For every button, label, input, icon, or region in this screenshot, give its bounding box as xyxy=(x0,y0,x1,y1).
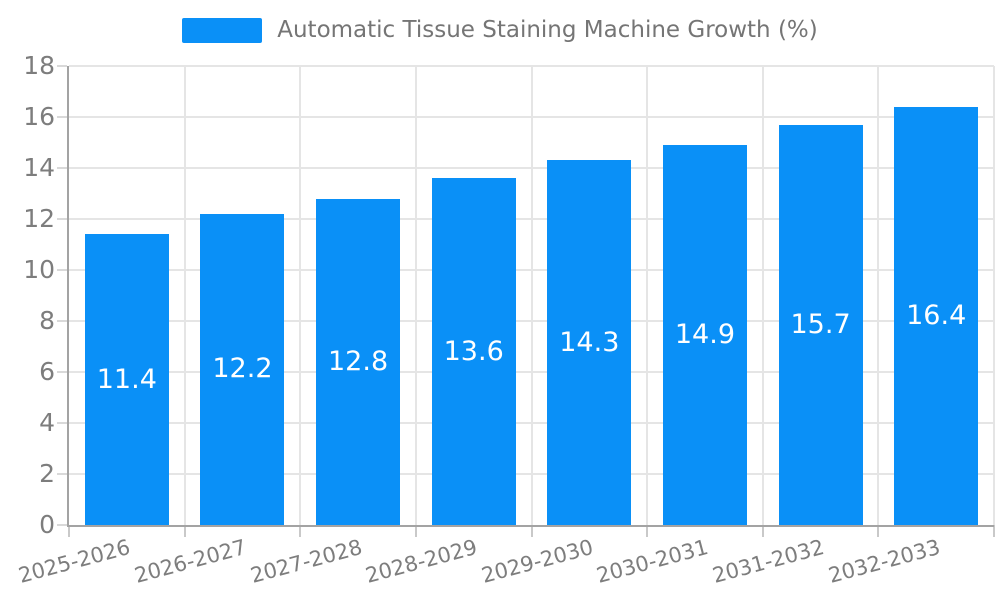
x-axis-tick xyxy=(414,525,417,537)
y-axis-tick-label: 4 xyxy=(39,408,55,437)
y-axis-tick xyxy=(57,218,67,220)
y-axis-tick-label: 18 xyxy=(23,51,55,80)
legend-item[interactable]: Automatic Tissue Staining Machine Growth… xyxy=(0,17,1000,43)
x-gridline xyxy=(530,66,533,525)
x-axis-category-label: 2026-2027 xyxy=(131,535,249,588)
x-gridline xyxy=(761,66,764,525)
bar[interactable] xyxy=(778,124,863,525)
x-axis-tick xyxy=(877,525,880,537)
y-axis-tick xyxy=(57,320,67,322)
y-axis-tick-label: 16 xyxy=(23,102,55,131)
x-gridline xyxy=(646,66,649,525)
x-axis-tick xyxy=(530,525,533,537)
y-axis-tick xyxy=(57,422,67,424)
bar[interactable] xyxy=(894,106,979,525)
bar[interactable] xyxy=(200,213,285,525)
bar[interactable] xyxy=(662,145,747,525)
x-axis-tick xyxy=(183,525,186,537)
bar[interactable] xyxy=(547,160,632,525)
x-gridline xyxy=(299,66,302,525)
x-axis-category-label: 2030-2031 xyxy=(594,535,712,588)
x-gridline xyxy=(414,66,417,525)
x-gridline xyxy=(877,66,880,525)
y-axis-tick-label: 12 xyxy=(23,204,55,233)
y-axis-tick xyxy=(57,473,67,475)
y-axis-tick xyxy=(57,371,67,373)
y-axis-tick xyxy=(57,116,67,118)
x-axis-tick xyxy=(646,525,649,537)
y-axis-tick-label: 0 xyxy=(39,510,55,539)
y-axis-tick-label: 14 xyxy=(23,153,55,182)
x-gridline xyxy=(183,66,186,525)
x-axis-tick xyxy=(761,525,764,537)
x-axis-category-label: 2029-2030 xyxy=(478,535,596,588)
y-axis-tick xyxy=(57,524,67,526)
x-axis-tick xyxy=(299,525,302,537)
bar[interactable] xyxy=(431,178,516,525)
y-axis-line xyxy=(67,66,69,525)
legend-swatch xyxy=(182,17,263,43)
x-axis-tick xyxy=(68,525,70,537)
legend-label: Automatic Tissue Staining Machine Growth… xyxy=(277,17,818,43)
y-axis-tick-label: 10 xyxy=(23,255,55,284)
x-gridline xyxy=(993,66,995,525)
bar[interactable] xyxy=(316,198,401,525)
x-axis-category-label: 2032-2033 xyxy=(825,535,943,588)
y-axis-tick-label: 2 xyxy=(39,459,55,488)
x-axis-category-label: 2028-2029 xyxy=(363,535,480,588)
x-axis-tick xyxy=(993,525,995,537)
bar[interactable] xyxy=(84,234,169,525)
y-axis-tick xyxy=(57,167,67,169)
y-axis-tick-label: 8 xyxy=(39,306,55,335)
y-axis-tick xyxy=(57,65,67,67)
x-axis-line xyxy=(67,525,994,527)
x-axis-category-label: 2027-2028 xyxy=(247,535,365,588)
y-axis-tick xyxy=(57,269,67,271)
x-axis-category-label: 2031-2032 xyxy=(709,535,827,588)
y-axis-tick-label: 6 xyxy=(39,357,55,386)
plot-area: 11.4 12.2 12.8 13.6 14.3 14.9 15.7 16.4 xyxy=(69,65,995,525)
x-axis-category-label: 2025-2026 xyxy=(16,535,134,588)
